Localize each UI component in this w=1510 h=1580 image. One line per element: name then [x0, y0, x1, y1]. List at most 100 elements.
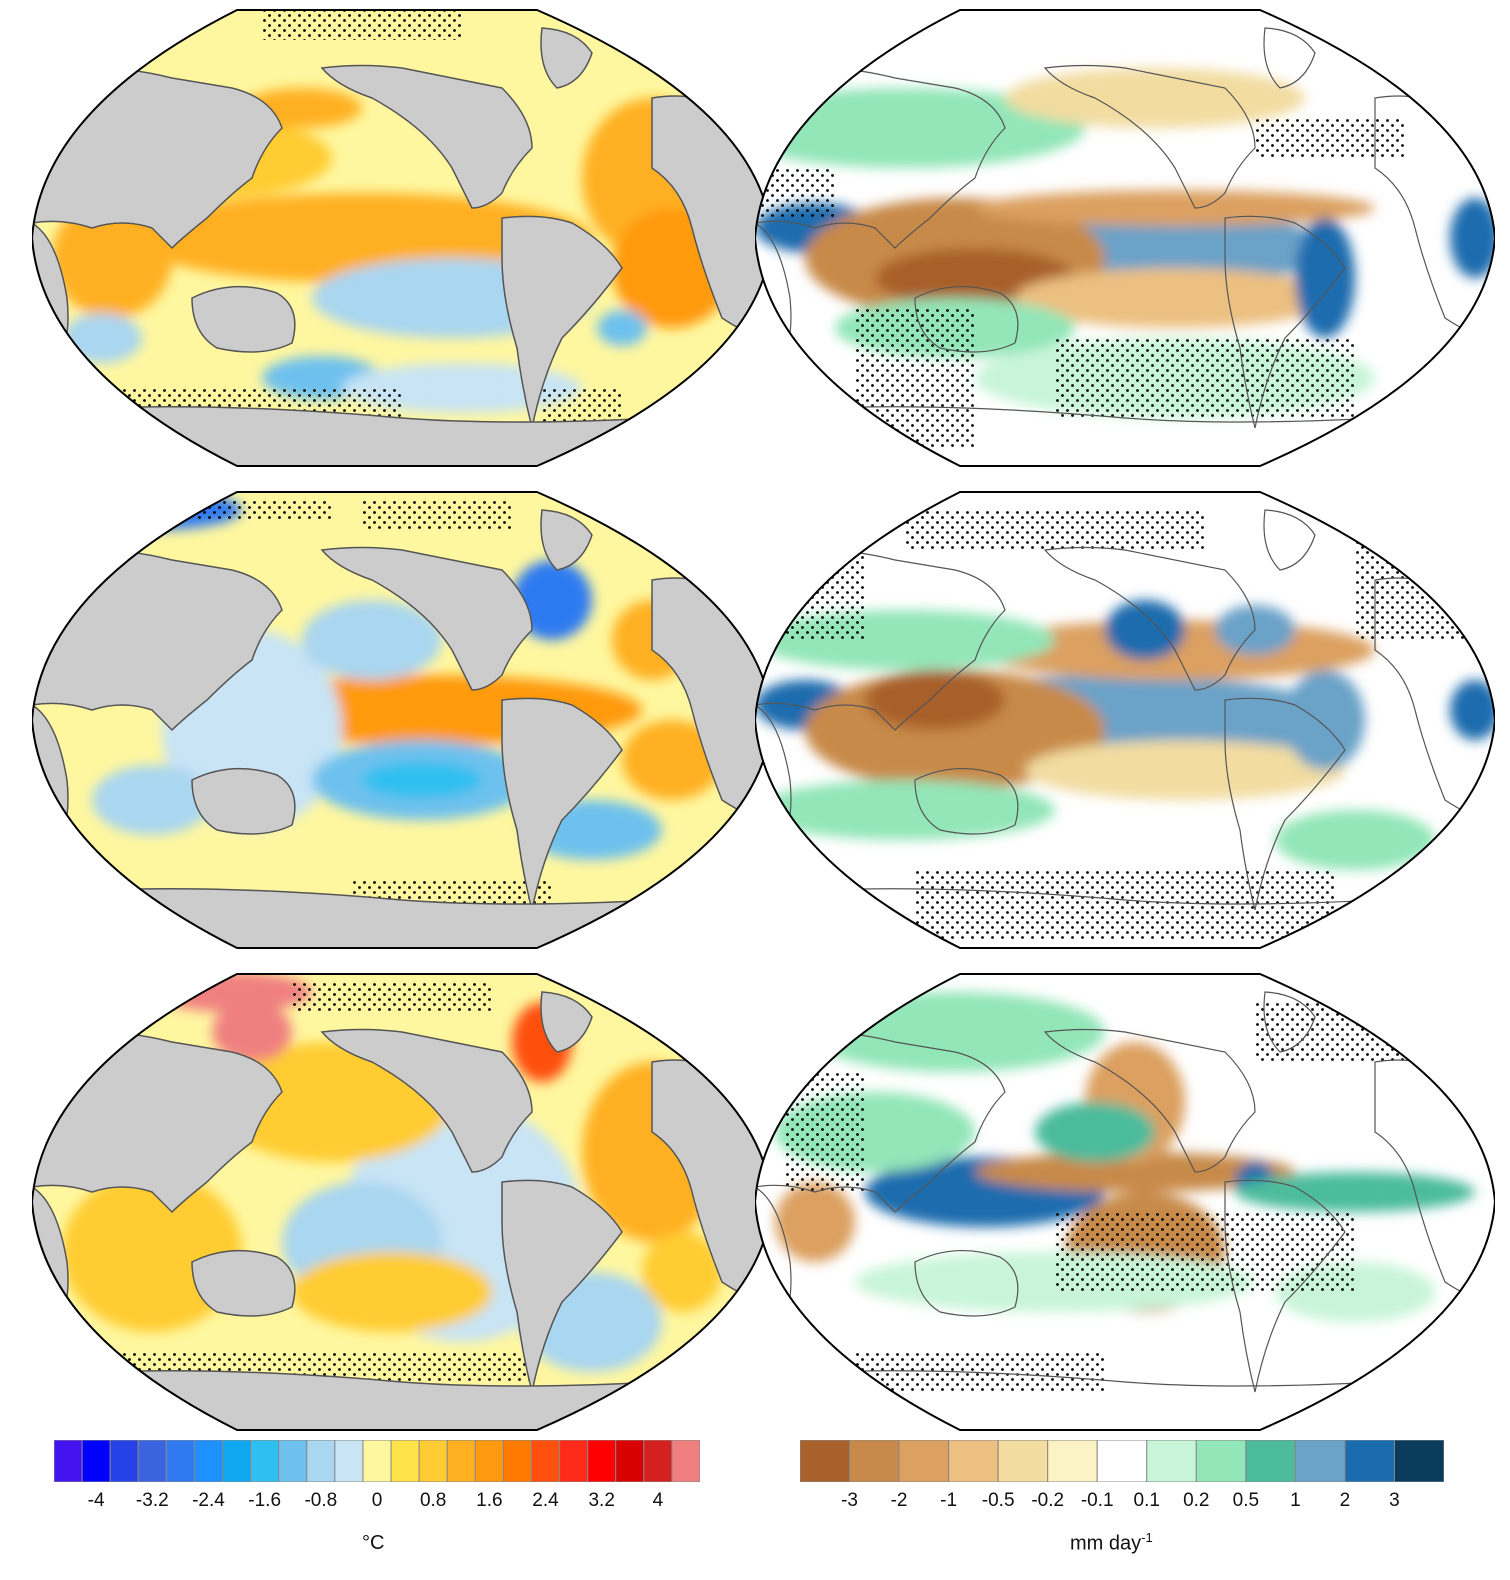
sst2-significance-stipple-0	[132, 500, 332, 520]
sst2-anomaly-field-7	[92, 765, 212, 835]
pr3-anomaly-field-10	[775, 1182, 855, 1262]
pr3-coastline-3	[1043, 1028, 1256, 1173]
pr2-anomaly-field-6	[1025, 740, 1345, 800]
sst3-anomaly-field-10	[642, 1232, 722, 1312]
sst-cb-swatch-18	[559, 1439, 589, 1483]
sst2-anomaly-field-8	[622, 720, 722, 800]
pr2-coastline-2	[914, 768, 1019, 835]
sst3-coastline-0	[32, 1031, 283, 1214]
precip-map-panel-3	[755, 972, 1495, 1432]
sst-cb-swatch-20	[615, 1439, 645, 1483]
precip-unit-label: mm day-1	[1070, 1530, 1153, 1555]
sst-cb-swatch-16	[502, 1439, 532, 1483]
sst1-map-outline	[32, 9, 772, 467]
sst3-anomaly-field-2	[292, 1252, 492, 1332]
sst1-coastline-2	[191, 285, 296, 353]
pr3-map-outline	[755, 973, 1495, 1431]
pr1-anomaly-field-6	[1015, 268, 1335, 328]
colorbar-tick-label: -4	[87, 1490, 105, 1511]
pr2-coastline-3	[1043, 546, 1256, 691]
sst-map-panel-3	[32, 972, 772, 1432]
pr1-anomaly-field-10	[1005, 68, 1305, 128]
sst-cb-swatch-14	[446, 1439, 476, 1483]
sst-cb-swatch-6	[222, 1439, 252, 1483]
colorbar-tick-label: 3	[1389, 1490, 1400, 1511]
pr1-significance-stipple-2	[1055, 338, 1355, 418]
colorbar-tick-label: -0.5	[981, 1490, 1015, 1511]
sst-cb-swatch-21	[643, 1439, 673, 1483]
sst2-significance-stipple-1	[362, 500, 512, 530]
pr1-significance-stipple-3	[855, 308, 975, 448]
pr1-coastline-7	[1263, 27, 1316, 89]
sst1-anomaly-field-8	[62, 313, 142, 363]
sst1-coastline-4	[501, 215, 623, 429]
sst2-coastline-0	[32, 549, 283, 732]
pr3-coastline-0	[755, 1031, 1006, 1213]
sst-cb-swatch-2	[109, 1439, 139, 1483]
sst1-anomaly-field-3	[52, 198, 172, 318]
pr2-anomaly-field-4	[865, 670, 1005, 730]
pr2-anomaly-field-11	[1285, 670, 1365, 770]
pr2-coastline-0	[755, 549, 1006, 731]
sst1-anomaly-field-9	[597, 310, 647, 346]
pr-cb-swatch-0	[799, 1439, 851, 1483]
sst2-coastline-3	[320, 546, 533, 691]
sst-cb-swatch-22	[671, 1439, 701, 1483]
colorbar-tick-label: 4	[652, 1490, 664, 1511]
colorbar-tick-label: -3	[841, 1490, 858, 1511]
pr2-significance-stipple-3	[915, 870, 1335, 940]
sst-cb-swatch-15	[474, 1439, 504, 1483]
pr2-anomaly-field-7	[1105, 600, 1185, 660]
colorbar-tick-label: -0.2	[1031, 1490, 1065, 1511]
sst-cb-swatch-1	[81, 1439, 111, 1483]
sst3-coastline-3	[320, 1028, 533, 1173]
sst-cb-swatch-0	[53, 1439, 83, 1483]
pr3-anomaly-field-12	[805, 992, 1105, 1072]
sst-map-panel-1	[32, 8, 772, 468]
sst1-coastline-7	[540, 27, 593, 89]
pr2-anomaly-field-12	[1450, 680, 1495, 740]
sst2-anomaly-field-4	[362, 762, 482, 798]
sst2-coastline-7	[540, 509, 593, 571]
pr1-map-outline	[755, 9, 1495, 467]
colorbar-tick-label: -0.1	[1080, 1490, 1114, 1511]
sst3-anomaly-field-4	[62, 1172, 242, 1332]
sst-cb-swatch-8	[278, 1439, 308, 1483]
pr1-coastline-2	[914, 286, 1019, 353]
colorbar-tick-label: 1	[1290, 1490, 1301, 1511]
colorbar-tick-label: 0	[371, 1490, 383, 1511]
pr3-significance-stipple-3	[1255, 1002, 1405, 1062]
pr1-anomaly-field-5	[975, 190, 1375, 226]
pr3-anomaly-field-2	[975, 1152, 1295, 1192]
sst-cb-swatch-9	[306, 1439, 336, 1483]
sst3-significance-stipple-0	[292, 982, 492, 1012]
pr2-anomaly-field-10	[755, 780, 1055, 840]
sst-cb-swatch-19	[587, 1439, 617, 1483]
pr1-coastline-4	[1224, 215, 1346, 429]
pr-cb-swatch-8	[1195, 1439, 1247, 1483]
pr-cb-swatch-3	[948, 1439, 999, 1483]
sst3-coastline-2	[191, 1249, 296, 1317]
pr2-significance-stipple-1	[785, 540, 865, 640]
pr2-significance-stipple-2	[905, 510, 1205, 550]
sst-cb-swatch-17	[530, 1439, 561, 1483]
colorbar-tick-label: -0.8	[304, 1490, 338, 1511]
precip-map-panel-1	[755, 8, 1495, 468]
sst-cb-swatch-3	[137, 1439, 167, 1483]
precip-map-panel-2	[755, 490, 1495, 950]
sst-cb-swatch-5	[193, 1439, 224, 1483]
colorbar-tick-label: -2	[890, 1490, 908, 1511]
pr-cb-swatch-6	[1096, 1439, 1148, 1483]
pr-cb-swatch-7	[1146, 1439, 1197, 1483]
pr-cb-swatch-10	[1294, 1439, 1346, 1483]
pr2-map-outline	[755, 491, 1495, 949]
sst-cb-swatch-7	[250, 1439, 280, 1483]
sst-cb-swatch-10	[334, 1439, 364, 1483]
colorbar-tick-label: -1.6	[248, 1490, 282, 1511]
pr3-significance-stipple-0	[785, 1072, 865, 1192]
colorbar-tick-label: 3.2	[588, 1490, 615, 1511]
pr-cb-swatch-9	[1245, 1439, 1296, 1483]
pr2-coastline-4	[1224, 697, 1346, 911]
sst3-map-outline	[32, 973, 772, 1431]
colorbar-tick-label: -2.4	[192, 1490, 225, 1511]
